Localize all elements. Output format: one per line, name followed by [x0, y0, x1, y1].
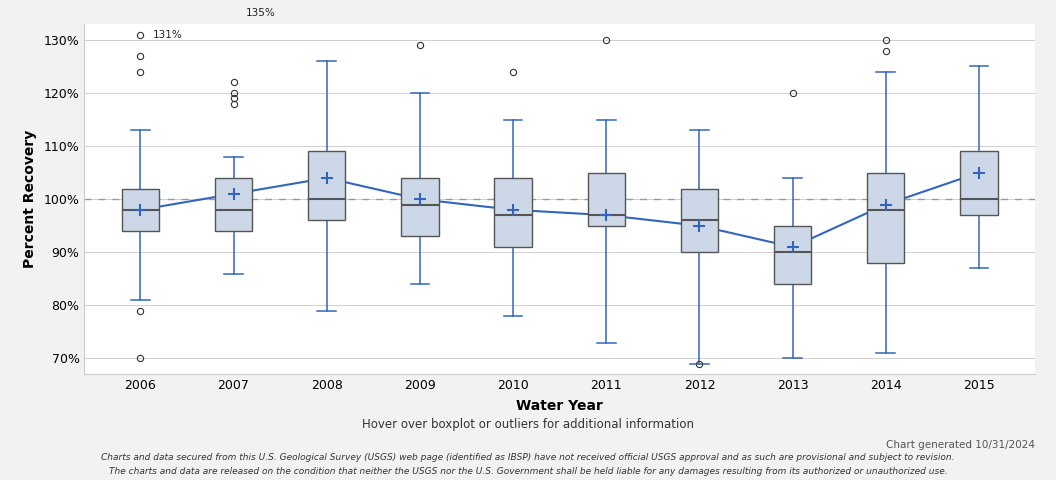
- Bar: [215, 178, 252, 231]
- Text: 135%: 135%: [246, 8, 276, 18]
- Bar: [494, 178, 532, 247]
- Text: Hover over boxplot or outliers for additional information: Hover over boxplot or outliers for addit…: [362, 418, 694, 432]
- X-axis label: Water Year: Water Year: [516, 399, 603, 413]
- Bar: [587, 173, 625, 226]
- Text: 131%: 131%: [152, 30, 183, 40]
- Text: Charts and data secured from this U.S. Geological Survey (USGS) web page (identi: Charts and data secured from this U.S. G…: [101, 453, 955, 462]
- Y-axis label: Percent Recovery: Percent Recovery: [23, 130, 37, 268]
- Bar: [401, 178, 438, 236]
- Bar: [960, 151, 998, 215]
- Bar: [774, 226, 811, 284]
- Text: Chart generated 10/31/2024: Chart generated 10/31/2024: [886, 440, 1035, 450]
- Bar: [681, 189, 718, 252]
- Bar: [308, 151, 345, 220]
- Text: The charts and data are released on the condition that neither the USGS nor the : The charts and data are released on the …: [109, 467, 947, 476]
- Bar: [867, 173, 904, 263]
- Bar: [121, 189, 159, 231]
